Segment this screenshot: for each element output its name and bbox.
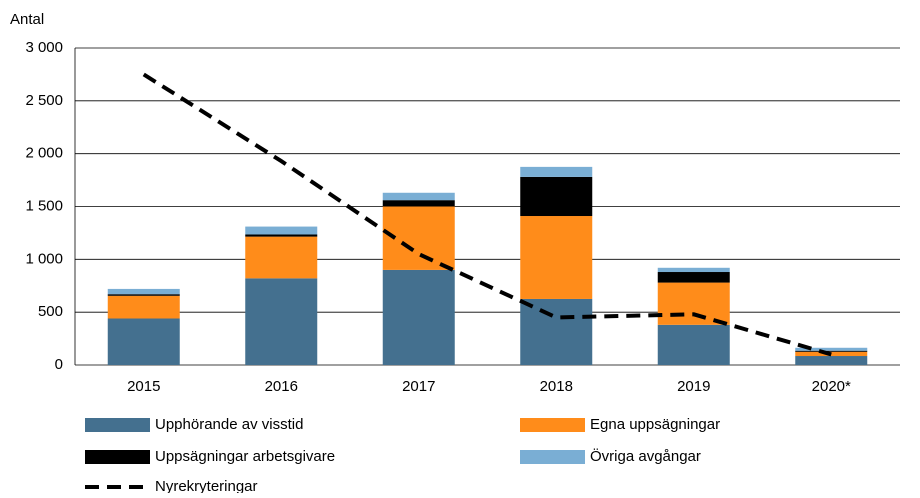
legend-swatch	[520, 418, 585, 432]
bar	[657, 272, 730, 283]
bar	[520, 298, 593, 365]
bar	[520, 166, 593, 177]
y-tick-label: 1 000	[25, 250, 63, 267]
bar	[245, 226, 318, 235]
legend-swatch	[520, 450, 585, 464]
y-tick-label: 1 500	[25, 197, 63, 214]
x-tick-label: 2020*	[812, 378, 851, 395]
bar	[657, 267, 730, 273]
bar	[520, 176, 593, 217]
y-tick-label: 2 500	[25, 92, 63, 109]
bar	[107, 288, 180, 295]
line	[142, 72, 832, 357]
bar	[382, 269, 455, 365]
legend-label: Uppsägningar arbetsgivare	[155, 448, 335, 465]
bar	[107, 294, 180, 296]
bar	[245, 278, 318, 365]
y-axis-label: Antal	[10, 11, 44, 28]
bar	[245, 234, 318, 237]
bar	[795, 350, 868, 352]
legend-label: Övriga avgångar	[590, 447, 701, 465]
x-tick-label: 2016	[265, 378, 298, 395]
bar	[520, 216, 593, 299]
bar	[657, 324, 730, 365]
x-tick-label: 2019	[677, 378, 710, 395]
bar	[382, 200, 455, 207]
y-tick-label: 0	[55, 356, 63, 373]
bar	[795, 347, 868, 351]
legend-label: Nyrekryteringar	[155, 478, 258, 493]
x-tick-label: 2018	[540, 378, 573, 395]
y-tick-label: 500	[38, 303, 63, 320]
x-tick-label: 2015	[127, 378, 160, 395]
legend-swatch	[85, 450, 150, 464]
legend-label: Upphörande av visstid	[155, 416, 303, 433]
y-tick-label: 2 000	[25, 145, 63, 162]
bar	[657, 282, 730, 325]
y-tick-label: 3 000	[25, 39, 63, 56]
x-tick-label: 2017	[402, 378, 435, 395]
bar	[107, 318, 180, 365]
bar	[245, 236, 318, 279]
bar	[382, 192, 455, 201]
legend-swatch	[85, 418, 150, 432]
bar	[795, 356, 868, 365]
legend-label: Egna uppsägningar	[590, 416, 720, 433]
bar	[107, 295, 180, 319]
